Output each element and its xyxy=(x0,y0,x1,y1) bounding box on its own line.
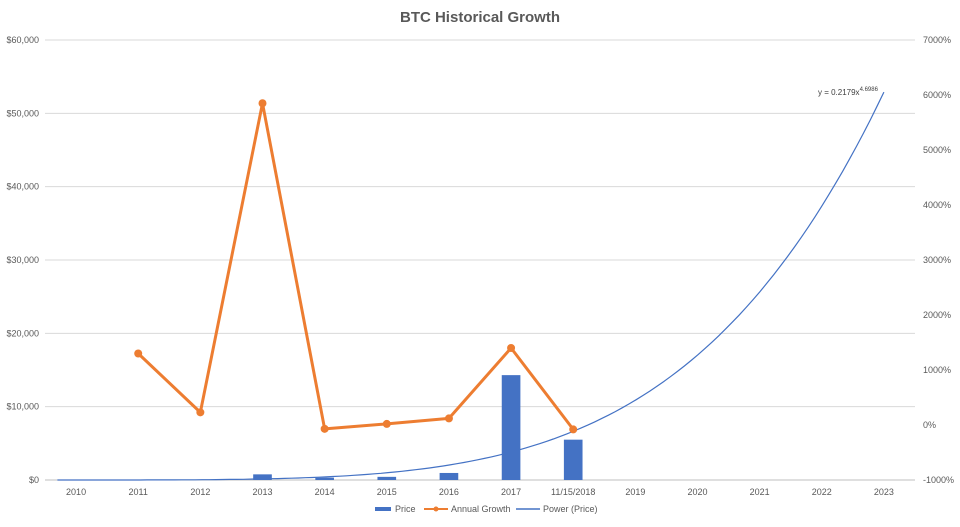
x-tick-label: 2017 xyxy=(501,487,521,497)
price-bar xyxy=(253,474,272,480)
price-bar xyxy=(315,477,334,480)
trendline-equation: y = 0.2179x4.6986 xyxy=(818,87,879,97)
price-bar xyxy=(501,375,521,480)
left-tick-label: $60,000 xyxy=(6,35,39,45)
right-tick-label: 2000% xyxy=(923,310,951,320)
legend-price-swatch xyxy=(375,507,391,511)
x-tick-label: 11/15/2018 xyxy=(551,487,595,497)
growth-point xyxy=(507,344,516,352)
left-tick-label: $50,000 xyxy=(6,108,39,118)
trendline-path xyxy=(57,91,885,481)
left-tick-label: $0 xyxy=(29,475,39,485)
legend-trend-label: Power (Price) xyxy=(543,504,598,514)
right-tick-label: 5000% xyxy=(923,145,951,155)
legend-price-label: Price xyxy=(395,504,416,514)
growth-point xyxy=(569,425,578,434)
power-trendline: y = 0.2179x4.6986 xyxy=(57,87,885,481)
legend-growth-marker xyxy=(433,506,439,512)
trendline-equation-base: y = 0.2179x xyxy=(818,88,860,97)
gridlines xyxy=(45,39,915,481)
price-bar xyxy=(377,476,397,480)
x-tick-label: 2012 xyxy=(190,487,210,497)
right-tick-label: 4000% xyxy=(923,200,951,210)
growth-line xyxy=(137,101,575,431)
x-tick-label: 2021 xyxy=(750,487,770,497)
x-tick-label: 2023 xyxy=(874,487,894,497)
left-tick-label: $40,000 xyxy=(6,182,39,192)
x-tick-label: 2016 xyxy=(439,487,459,497)
x-tick-label: 2020 xyxy=(687,487,707,497)
growth-point xyxy=(196,408,205,417)
x-tick-label: 2022 xyxy=(812,487,832,497)
right-tick-label: 3000% xyxy=(923,255,951,265)
right-tick-label: 6000% xyxy=(923,90,951,100)
growth-point xyxy=(320,424,329,433)
price-bar xyxy=(563,439,583,480)
x-tick-label: 2015 xyxy=(377,487,397,497)
chart-title: BTC Historical Growth xyxy=(400,9,560,26)
left-tick-label: $20,000 xyxy=(6,328,39,338)
right-tick-label: 7000% xyxy=(923,35,951,45)
x-tick-label: 2014 xyxy=(315,487,335,497)
price-bar xyxy=(439,472,459,480)
legend: Price Annual Growth Power (Price) xyxy=(375,504,598,514)
x-axis: 2010 2011 2012 2013 2014 2015 2016 2017 11/15/20… xyxy=(66,487,894,497)
right-axis: -1000% 0% 1000% 2000% 3000% 4000% 5000% 6000% 70… xyxy=(923,35,954,485)
right-tick-label: 0% xyxy=(923,420,936,430)
x-tick-label: 2010 xyxy=(66,487,86,497)
growth-point xyxy=(382,419,391,428)
x-tick-label: 2013 xyxy=(252,487,272,497)
growth-point xyxy=(134,349,143,358)
growth-point xyxy=(444,414,453,423)
growth-point xyxy=(258,99,267,108)
right-tick-label: 1000% xyxy=(923,365,951,375)
left-tick-label: $30,000 xyxy=(6,255,39,265)
annual-growth-line xyxy=(134,99,578,434)
right-tick-label: -1000% xyxy=(923,475,954,485)
trendline-equation-exponent: 4.6986 xyxy=(860,87,879,93)
legend-growth-label: Annual Growth xyxy=(451,504,511,514)
left-tick-label: $10,000 xyxy=(6,402,39,412)
left-axis: $0 $10,000 $20,000 $30,000 $40,000 $50,000 $60… xyxy=(6,35,39,485)
x-tick-label: 2019 xyxy=(625,487,645,497)
x-tick-label: 2011 xyxy=(129,487,148,497)
